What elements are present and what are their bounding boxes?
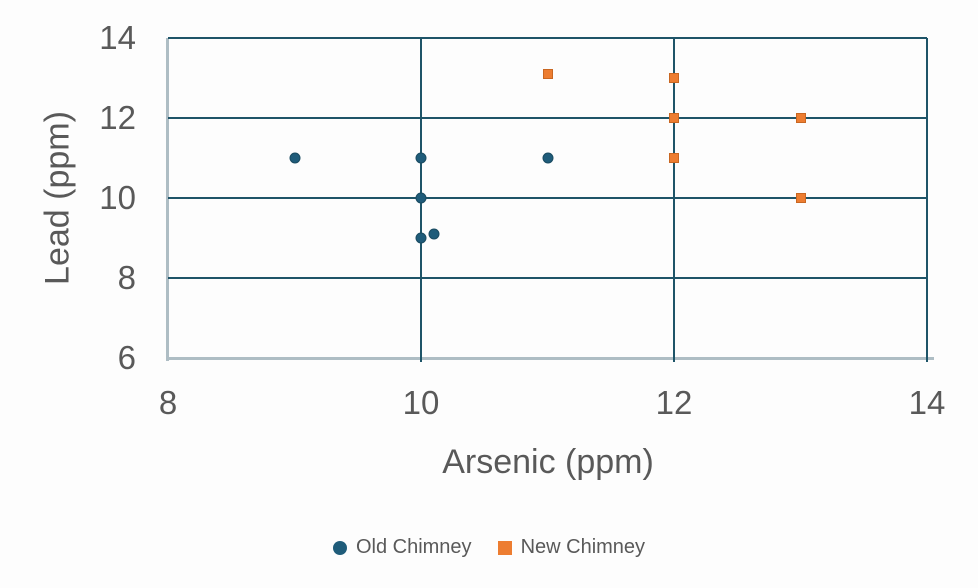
data-point-new-chimney	[669, 73, 679, 83]
data-point-new-chimney	[795, 113, 806, 123]
y-axis-line	[166, 38, 169, 361]
y-tick-label-8: 8	[117, 259, 136, 296]
x-tick-label-12: 12	[655, 384, 693, 421]
legend-item-new-chimney: New Chimney	[497, 536, 646, 559]
h-gridline-y12	[168, 117, 927, 119]
x-tick-label-14: 14	[908, 384, 946, 421]
legend-label-old-chimney: Old Chimney	[355, 536, 472, 558]
y-tick-label-12: 12	[99, 99, 136, 136]
y-tick-label-6: 6	[117, 339, 136, 376]
data-point-new-chimney	[669, 113, 679, 123]
new-chimney-square-marker-icon	[497, 540, 512, 555]
data-point-old-chimney	[289, 152, 300, 164]
data-point-old-chimney	[428, 228, 440, 240]
data-point-old-chimney	[415, 232, 427, 244]
data-point-old-chimney	[415, 152, 427, 164]
data-point-old-chimney	[542, 152, 553, 164]
v-gridline-x14	[926, 38, 928, 362]
plot-area	[166, 37, 934, 362]
old-chimney-circle-marker-icon	[332, 540, 347, 555]
x-axis-line	[166, 357, 934, 360]
x-tick-label-10: 10	[402, 384, 440, 421]
v-gridline-x12	[673, 38, 675, 362]
legend-item-old-chimney: Old Chimney	[332, 536, 472, 559]
x-tick-label-8: 8	[158, 384, 178, 421]
data-point-new-chimney	[669, 153, 679, 163]
h-gridline-y14	[168, 37, 927, 39]
legend: Old Chimney New Chimney	[0, 536, 978, 559]
x-axis-title: Arsenic (ppm)	[442, 443, 654, 481]
data-point-new-chimney	[542, 69, 553, 79]
data-point-old-chimney	[415, 192, 427, 204]
y-tick-label-14: 14	[99, 19, 136, 56]
data-point-new-chimney	[795, 193, 806, 203]
h-gridline-y10	[168, 197, 927, 199]
y-tick-label-10: 10	[99, 179, 136, 216]
legend-label-new-chimney: New Chimney	[520, 536, 646, 558]
h-gridline-y8	[168, 277, 927, 279]
